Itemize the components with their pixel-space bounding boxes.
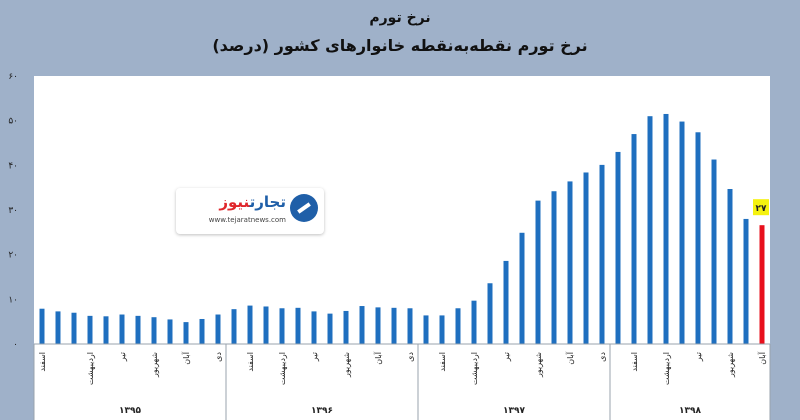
x-tick-label: تیر [310, 352, 319, 362]
bar [327, 313, 333, 344]
bar [615, 151, 621, 344]
x-tick-label: اردیبهشت [662, 352, 671, 385]
bar [535, 200, 541, 344]
bar [423, 315, 429, 344]
bar [359, 306, 365, 344]
x-tick-label: تیر [502, 352, 511, 362]
bar [183, 322, 189, 344]
highlighted-bar [759, 225, 765, 344]
bar [167, 319, 173, 344]
bar [455, 308, 461, 344]
x-tick-label: اسفند [38, 352, 47, 372]
bar [151, 317, 157, 344]
bar [663, 113, 669, 344]
bar [487, 283, 493, 344]
bar [375, 307, 381, 344]
x-tick-label: اردیبهشت [278, 352, 287, 385]
bar [695, 132, 701, 344]
x-tick-label: آبان [181, 351, 191, 365]
x-tick-label: دی [406, 352, 415, 362]
bar [295, 307, 301, 344]
bar [135, 315, 141, 344]
bar [279, 308, 285, 344]
x-tick-label: شهریور [726, 352, 735, 378]
chart-subtitle: نرخ تورم نقطه‌به‌نقطه خانوارهای کشور (در… [212, 36, 588, 55]
y-tick-label: ۱۰ [8, 295, 18, 305]
bar [343, 310, 349, 344]
bar [311, 311, 317, 344]
bar [471, 300, 477, 344]
bar [711, 159, 717, 344]
year-label: ۱۳۹۵ [119, 406, 141, 416]
x-tick-label: دی [214, 352, 223, 362]
bar [119, 314, 125, 344]
plot-area [34, 76, 770, 344]
logo-mark-icon [290, 194, 318, 222]
x-tick-label: اسفند [438, 352, 447, 372]
x-tick-label: اسفند [246, 352, 255, 372]
x-tick-label: اردیبهشت [86, 352, 95, 385]
x-tick-label: شهریور [534, 352, 543, 378]
x-tick-label: تیر [118, 352, 127, 362]
x-axis-band [34, 344, 770, 420]
bar [599, 164, 605, 344]
x-tick-label: آبان [565, 351, 575, 365]
bar [647, 116, 653, 344]
logo-name-part2: نیوز [219, 193, 250, 211]
logo-url: www.tejaratnews.com [208, 216, 286, 224]
bar [247, 305, 253, 344]
logo-name-part1: تجارت [249, 193, 286, 211]
x-tick-label: اسفند [630, 352, 639, 372]
bar [551, 191, 557, 344]
x-tick-label: شهریور [342, 352, 351, 378]
bar [439, 315, 445, 344]
y-tick-label: ۴۰ [8, 161, 18, 171]
y-tick-label: ۶۰ [8, 72, 18, 82]
x-tick-label: آبان [373, 351, 383, 365]
bar [199, 318, 205, 344]
year-label: ۱۳۹۷ [503, 406, 525, 416]
x-tick-label: اردیبهشت [470, 352, 479, 385]
bar [743, 218, 749, 344]
bar [103, 316, 109, 344]
chart-title: نرخ تورم [369, 10, 431, 26]
bar [55, 311, 61, 344]
x-tick-label: تیر [694, 352, 703, 362]
bar [407, 308, 413, 344]
logo-name: تجارتنیوز [219, 193, 286, 211]
x-tick-label: آبان [757, 351, 767, 365]
data-label: ۲۷ [756, 204, 767, 214]
bar [631, 134, 637, 344]
bar [567, 181, 573, 344]
bar [503, 260, 509, 344]
bar [583, 172, 589, 344]
tejarat-news-logo: تجارتنیوز www.tejaratnews.com [176, 188, 324, 234]
y-tick-label: ۲۰ [8, 251, 18, 261]
bar [215, 314, 221, 344]
bar [87, 315, 93, 344]
year-label: ۱۳۹۸ [679, 406, 701, 416]
data-label-box [753, 199, 769, 216]
bar [679, 121, 685, 344]
bar [71, 312, 77, 344]
y-tick-label: ۰ [13, 340, 18, 350]
bar [727, 189, 733, 344]
bar [263, 306, 269, 344]
bar [39, 308, 45, 344]
bar [519, 232, 525, 344]
y-tick-label: ۵۰ [8, 117, 18, 127]
y-tick-label: ۳۰ [8, 206, 18, 216]
year-label: ۱۳۹۶ [311, 406, 333, 416]
bar [231, 309, 237, 344]
x-tick-label: دی [598, 352, 607, 362]
bar [391, 307, 397, 344]
x-tick-label: شهریور [150, 352, 159, 378]
